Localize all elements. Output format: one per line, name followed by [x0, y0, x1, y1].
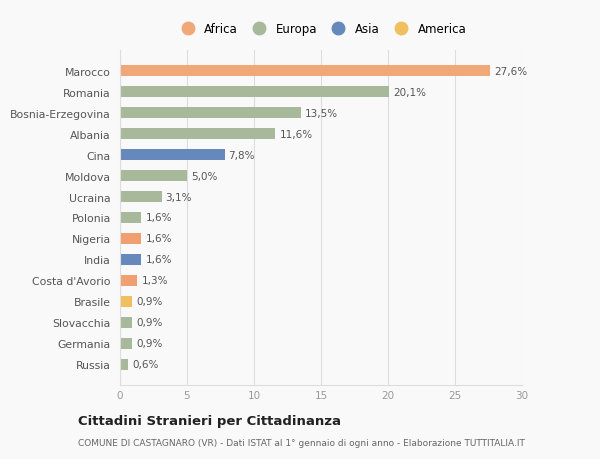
Text: 0,9%: 0,9%	[136, 339, 163, 349]
Bar	[120, 107, 301, 119]
Text: 5,0%: 5,0%	[191, 171, 217, 181]
Bar	[120, 338, 132, 349]
Text: 1,6%: 1,6%	[145, 213, 172, 223]
Text: 3,1%: 3,1%	[166, 192, 192, 202]
Text: COMUNE DI CASTAGNARO (VR) - Dati ISTAT al 1° gennaio di ogni anno - Elaborazione: COMUNE DI CASTAGNARO (VR) - Dati ISTAT a…	[78, 438, 525, 447]
Text: 1,6%: 1,6%	[145, 234, 172, 244]
Bar	[120, 233, 142, 245]
Text: 7,8%: 7,8%	[229, 150, 255, 160]
Text: 0,9%: 0,9%	[136, 297, 163, 307]
Bar	[120, 254, 142, 266]
Text: 13,5%: 13,5%	[305, 108, 338, 118]
Bar	[120, 87, 389, 98]
Bar	[120, 191, 161, 203]
Text: 1,6%: 1,6%	[145, 255, 172, 265]
Bar	[120, 317, 132, 329]
Bar	[120, 129, 275, 140]
Text: 0,6%: 0,6%	[132, 359, 158, 369]
Text: 1,3%: 1,3%	[142, 276, 168, 286]
Text: 11,6%: 11,6%	[280, 129, 313, 139]
Bar	[120, 212, 142, 224]
Text: 0,9%: 0,9%	[136, 318, 163, 328]
Legend: Africa, Europa, Asia, America: Africa, Europa, Asia, America	[176, 23, 466, 36]
Bar	[120, 66, 490, 77]
Bar	[120, 296, 132, 308]
Text: Cittadini Stranieri per Cittadinanza: Cittadini Stranieri per Cittadinanza	[78, 414, 341, 428]
Text: 20,1%: 20,1%	[394, 87, 427, 97]
Bar	[120, 170, 187, 182]
Bar	[120, 359, 128, 370]
Bar	[120, 275, 137, 286]
Bar	[120, 150, 224, 161]
Text: 27,6%: 27,6%	[494, 67, 527, 77]
